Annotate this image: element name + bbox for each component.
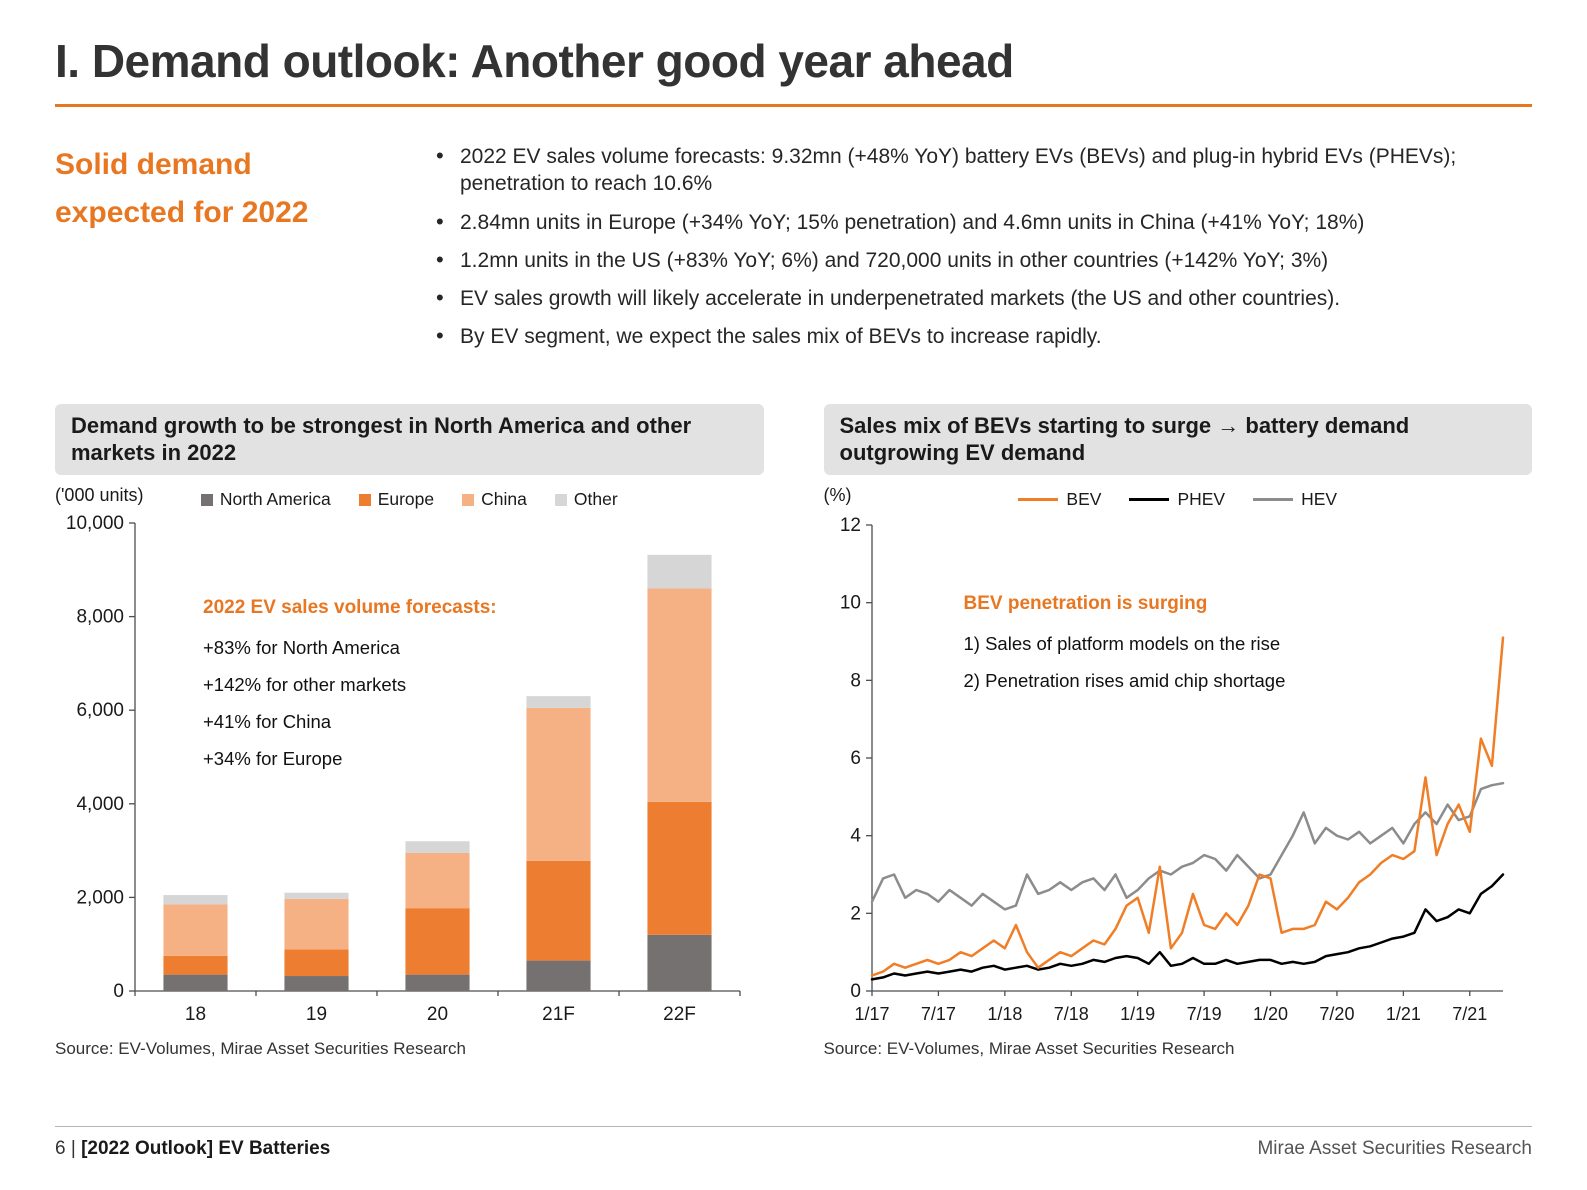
- chart-panel-sales-mix: Sales mix of BEVs starting to surge → ba…: [823, 403, 1533, 1059]
- svg-text:2,000: 2,000: [76, 887, 124, 908]
- svg-text:22F: 22F: [663, 1004, 696, 1025]
- legend-item: Europe: [358, 489, 435, 510]
- svg-text:8,000: 8,000: [76, 606, 124, 627]
- line-chart-annotation: BEV penetration is surging 1) Sales of p…: [964, 593, 1286, 707]
- svg-text:7/21: 7/21: [1452, 1004, 1487, 1024]
- chart-panel-demand-growth: Demand growth to be strongest in North A…: [55, 403, 764, 1059]
- bar-chart-svg: 0 2,000 4,000 6,000 8,000 10,000 18 19 20 21F 22F: [66, 515, 741, 1025]
- chart-title-right: Sales mix of BEVs starting to surge → ba…: [839, 412, 1410, 466]
- legend-label: North America: [219, 489, 331, 510]
- bar-chart-legend: North America Europe China Other: [55, 485, 764, 515]
- legend-label: HEV: [1301, 489, 1338, 510]
- bullet-item: 2.84mn units in Europe (+34% YoY; 15% pe…: [430, 208, 1532, 237]
- svg-text:19: 19: [306, 1004, 327, 1025]
- line-chart-area: (%) BEV PHEV HEV 0 2 4 6 8 10 12 1/17 7/17 1/18 7/18…: [824, 485, 1533, 1035]
- line-chart-legend: BEV PHEV HEV: [824, 485, 1533, 515]
- line-chart-unit-label: (%): [823, 484, 852, 505]
- legend-item: North America: [200, 489, 331, 510]
- chart-title-box-left: Demand growth to be strongest in North A…: [55, 403, 764, 475]
- title-divider: [55, 104, 1532, 107]
- legend-label: BEV: [1066, 489, 1102, 510]
- annotation-line: +34% for Europe: [203, 747, 343, 769]
- svg-text:20: 20: [427, 1004, 448, 1025]
- annotation-line: +142% for other markets: [203, 673, 407, 695]
- svg-text:7/20: 7/20: [1319, 1004, 1354, 1024]
- lead-heading-line2: expected for 2022: [55, 196, 309, 229]
- svg-text:1/21: 1/21: [1385, 1004, 1420, 1024]
- svg-text:6,000: 6,000: [76, 700, 124, 721]
- bullet-item: EV sales growth will likely accelerate i…: [430, 284, 1532, 313]
- svg-text:4,000: 4,000: [76, 794, 124, 815]
- svg-text:6: 6: [850, 748, 861, 769]
- bar-annotation-title: 2022 EV sales volume forecasts:: [203, 596, 497, 618]
- svg-text:18: 18: [185, 1004, 206, 1025]
- legend-item: China: [462, 489, 527, 510]
- svg-text:21F: 21F: [542, 1004, 575, 1025]
- annotation-line: +41% for China: [203, 710, 332, 732]
- bar-annotation-lines: +83% for North America +142% for other ma…: [203, 637, 497, 770]
- bar-chart-annotation: 2022 EV sales volume forecasts: +83% for…: [203, 597, 497, 785]
- legend-swatch: [358, 493, 371, 506]
- line-annotation-title: BEV penetration is surging: [963, 592, 1208, 614]
- legend-label: Europe: [377, 489, 435, 510]
- bar-chart-area: ('000 units) North America Europe China Oth…: [55, 485, 764, 1035]
- svg-text:10,000: 10,000: [66, 515, 124, 534]
- bar-chart-unit-label: ('000 units): [55, 484, 144, 505]
- line-chart-svg: 0 2 4 6 8 10 12 1/17 7/17 1/18 7/18 1/19 7/19 1/20 7/2…: [839, 515, 1504, 1024]
- svg-text:8: 8: [850, 670, 861, 691]
- legend-item: Other: [554, 489, 618, 510]
- svg-text:1/20: 1/20: [1253, 1004, 1288, 1024]
- bullet-item: By EV segment, we expect the sales mix o…: [430, 322, 1532, 351]
- legend-label: Other: [573, 489, 618, 510]
- footer-brand: Mirae Asset Securities Research: [1257, 1138, 1532, 1159]
- annotation-line: +83% for North America: [203, 636, 400, 658]
- footer-separator: |: [70, 1138, 76, 1159]
- charts-row: Demand growth to be strongest in North A…: [55, 403, 1533, 1059]
- legend-swatch: [1018, 498, 1059, 502]
- source-right: Source: EV-Volumes, Mirae Asset Securiti…: [823, 1038, 1235, 1058]
- bullet-item: 2022 EV sales volume forecasts: 9.32mn (…: [430, 142, 1532, 198]
- legend-label: PHEV: [1177, 489, 1226, 510]
- legend-item: PHEV: [1129, 489, 1225, 510]
- legend-swatch: [200, 493, 213, 506]
- legend-item: HEV: [1253, 489, 1337, 510]
- svg-text:1/19: 1/19: [1120, 1004, 1155, 1024]
- footer-doc-title: [2022 Outlook] EV Batteries: [81, 1138, 331, 1159]
- svg-text:2: 2: [850, 903, 861, 924]
- footer-page-number: 6: [55, 1138, 66, 1159]
- legend-swatch: [1129, 498, 1170, 502]
- svg-text:12: 12: [839, 515, 860, 536]
- line-annotation-lines: 1) Sales of platform models on the rise 2…: [964, 633, 1286, 692]
- legend-label: China: [481, 489, 527, 510]
- svg-text:7/19: 7/19: [1186, 1004, 1221, 1024]
- footer: 6 | [2022 Outlook] EV Batteries Mirae As…: [55, 1126, 1532, 1160]
- footer-left: 6 | [2022 Outlook] EV Batteries: [55, 1138, 330, 1160]
- legend-item: BEV: [1018, 489, 1101, 510]
- svg-text:1/18: 1/18: [987, 1004, 1022, 1024]
- intro-section: Solid demand expected for 2022 2022 EV s…: [55, 141, 1532, 362]
- source-left: Source: EV-Volumes, Mirae Asset Securiti…: [55, 1038, 467, 1058]
- annotation-line: 2) Penetration rises amid chip shortage: [963, 669, 1286, 691]
- chart-title-box-right: Sales mix of BEVs starting to surge → ba…: [823, 403, 1532, 475]
- svg-text:4: 4: [850, 825, 861, 846]
- svg-text:0: 0: [850, 981, 861, 1002]
- page-title: I. Demand outlook: Another good year ahe…: [55, 35, 1014, 87]
- svg-text:1/17: 1/17: [854, 1004, 889, 1024]
- svg-text:7/18: 7/18: [1053, 1004, 1088, 1024]
- chart-title-left: Demand growth to be strongest in North A…: [71, 412, 692, 466]
- annotation-line: 1) Sales of platform models on the rise: [963, 632, 1281, 654]
- legend-swatch: [554, 493, 567, 506]
- svg-text:7/17: 7/17: [920, 1004, 955, 1024]
- svg-text:0: 0: [113, 981, 124, 1002]
- lead-heading: Solid demand expected for 2022: [55, 141, 430, 362]
- lead-heading-line1: Solid demand: [55, 148, 252, 181]
- legend-swatch: [462, 493, 475, 506]
- bullet-list: 2022 EV sales volume forecasts: 9.32mn (…: [430, 141, 1532, 362]
- svg-text:10: 10: [839, 592, 860, 613]
- legend-swatch: [1253, 498, 1294, 502]
- bullet-item: 1.2mn units in the US (+83% YoY; 6%) and…: [430, 246, 1532, 275]
